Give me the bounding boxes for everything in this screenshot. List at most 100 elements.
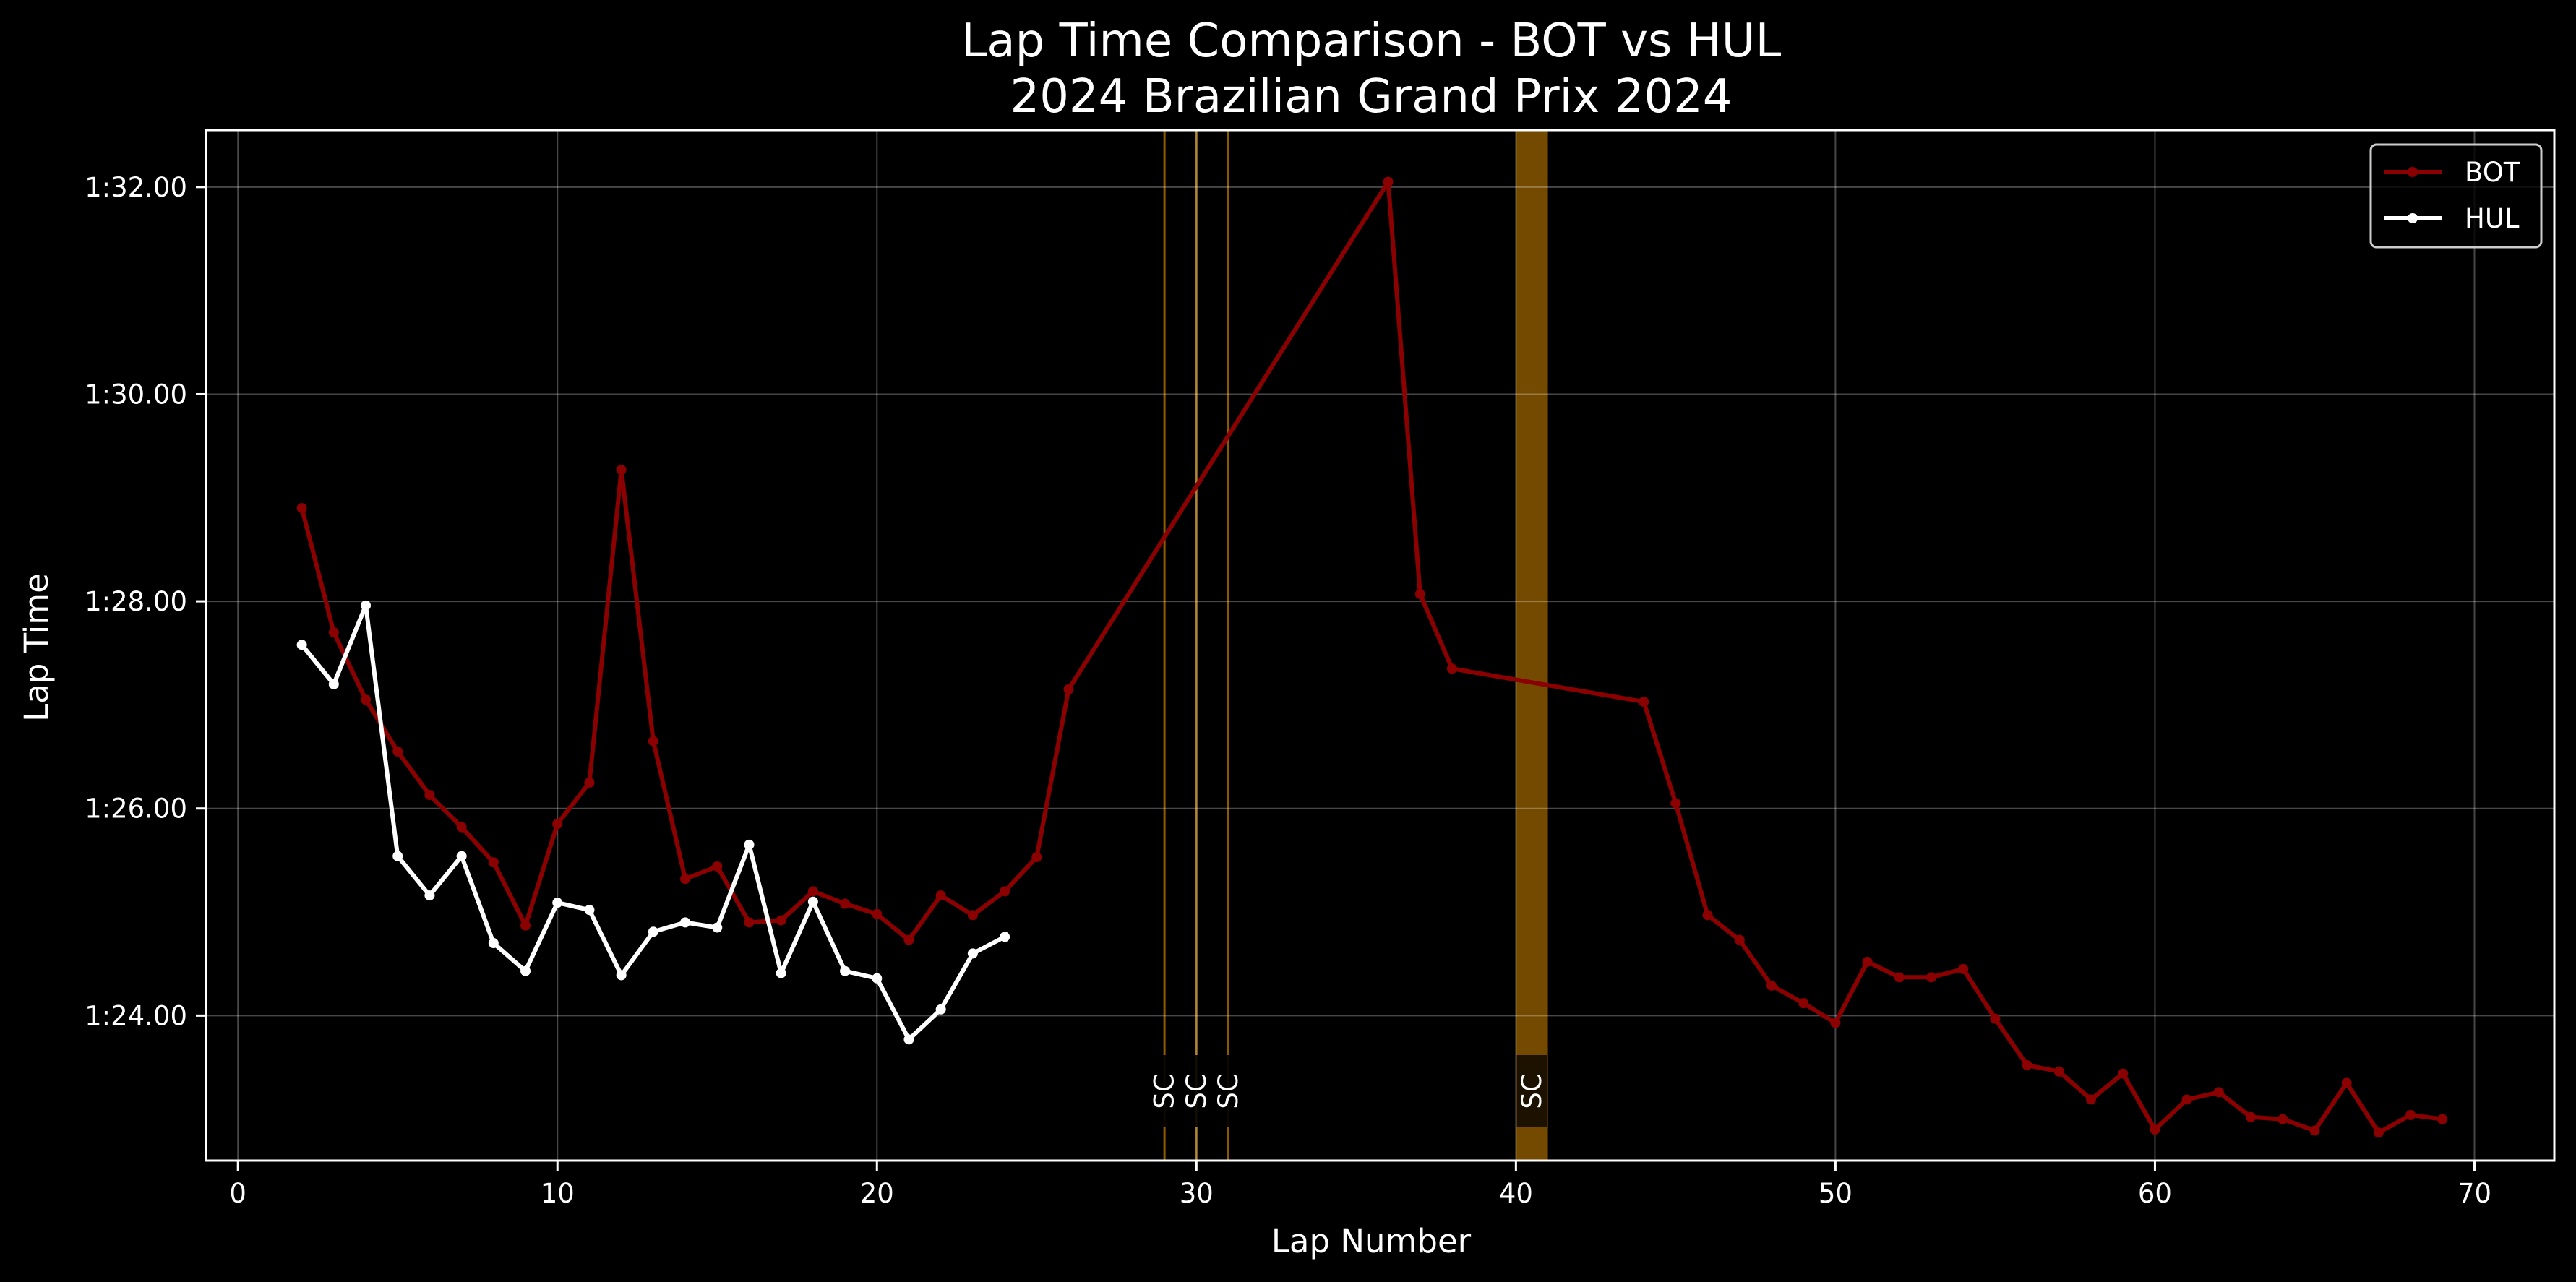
data-point-hul bbox=[552, 898, 563, 908]
data-point-bot bbox=[361, 694, 372, 705]
data-point-bot bbox=[2118, 1068, 2129, 1079]
safety-car-label-background bbox=[1516, 1055, 1547, 1127]
data-point-bot bbox=[1031, 852, 1042, 863]
safety-car-label: SC bbox=[1516, 1055, 1547, 1127]
x-axis-label: Lap Number bbox=[1271, 1222, 1472, 1260]
safety-car-label-background bbox=[1149, 1055, 1180, 1127]
data-point-bot bbox=[2341, 1077, 2352, 1088]
data-point-bot bbox=[807, 886, 818, 897]
x-tick-label: 70 bbox=[2457, 1178, 2491, 1209]
y-tick-label: 1:28.00 bbox=[85, 586, 187, 617]
data-point-bot bbox=[1830, 1018, 1841, 1028]
data-point-bot bbox=[1766, 980, 1777, 991]
data-point-bot bbox=[2246, 1111, 2257, 1122]
data-point-bot bbox=[872, 908, 883, 919]
data-point-bot bbox=[488, 857, 499, 868]
data-point-hul bbox=[488, 938, 499, 949]
data-point-bot bbox=[552, 819, 563, 830]
data-point-bot bbox=[680, 874, 691, 885]
y-tick-label: 1:32.00 bbox=[85, 172, 187, 203]
data-point-bot bbox=[1958, 963, 1969, 974]
data-point-hul bbox=[456, 851, 467, 861]
x-tick-label: 50 bbox=[1819, 1178, 1852, 1209]
data-point-hul bbox=[392, 851, 403, 861]
data-point-bot bbox=[2022, 1060, 2032, 1071]
data-point-hul bbox=[744, 839, 755, 850]
data-point-bot bbox=[935, 890, 946, 901]
data-point-bot bbox=[1670, 798, 1681, 809]
data-point-bot bbox=[776, 915, 786, 926]
safety-car-label-text: SC bbox=[1181, 1073, 1212, 1109]
legend-label-hul: HUL bbox=[2465, 203, 2520, 234]
data-point-bot bbox=[712, 861, 723, 872]
data-point-bot bbox=[1798, 998, 1809, 1009]
safety-car-label-background bbox=[1181, 1055, 1212, 1127]
data-point-hul bbox=[967, 948, 978, 959]
data-point-bot bbox=[2053, 1066, 2064, 1077]
data-point-bot bbox=[616, 465, 627, 476]
legend: BOT HUL bbox=[2369, 143, 2543, 249]
data-point-hul bbox=[1000, 932, 1010, 942]
data-point-hul bbox=[935, 1004, 946, 1015]
data-point-bot bbox=[328, 627, 339, 638]
data-point-bot bbox=[520, 920, 531, 931]
data-point-bot bbox=[840, 898, 851, 909]
safety-car-label: SC bbox=[1213, 1055, 1244, 1127]
safety-car-label-text: SC bbox=[1516, 1073, 1547, 1109]
chart-title: Lap Time Comparison - BOT vs HUL bbox=[961, 14, 1782, 68]
x-tick-label: 10 bbox=[541, 1178, 575, 1209]
data-point-bot bbox=[1926, 972, 1937, 983]
safety-car-label: SC bbox=[1181, 1055, 1212, 1127]
data-point-hul bbox=[361, 600, 372, 611]
axis-ticks: 0 10 20 30 40 50 60 70 1:24.00 1:26.00 1:28.00 1:30… bbox=[85, 129, 2556, 1209]
data-point-hul bbox=[840, 965, 851, 976]
safety-car-label-text: SC bbox=[1213, 1073, 1244, 1109]
data-point-bot bbox=[1702, 910, 1713, 921]
data-point-hul bbox=[520, 965, 531, 976]
data-point-bot bbox=[2277, 1114, 2288, 1124]
safety-car-label-text: SC bbox=[1149, 1073, 1180, 1109]
y-tick-label: 1:24.00 bbox=[85, 1000, 187, 1031]
data-point-bot bbox=[1734, 934, 1745, 945]
chart-subtitle: 2024 Brazilian Grand Prix 2024 bbox=[1010, 70, 1732, 124]
series-line-bot bbox=[299, 179, 2445, 1135]
data-point-bot bbox=[424, 790, 435, 801]
y-tick-label: 1:30.00 bbox=[85, 379, 187, 410]
data-point-hul bbox=[296, 640, 307, 650]
data-point-bot bbox=[2181, 1094, 2192, 1105]
data-point-hul bbox=[807, 896, 818, 907]
data-point-bot bbox=[2150, 1124, 2160, 1135]
data-point-bot bbox=[2213, 1087, 2224, 1098]
data-point-hul bbox=[712, 922, 723, 933]
data-point-hul bbox=[616, 970, 627, 981]
data-point-bot bbox=[2437, 1114, 2448, 1124]
data-point-bot bbox=[1639, 697, 1649, 707]
data-point-hul bbox=[776, 968, 786, 978]
data-point-bot bbox=[1063, 684, 1074, 694]
data-point-bot bbox=[1990, 1013, 2001, 1024]
safety-car-label: SC bbox=[1149, 1055, 1180, 1127]
x-tick-label: 30 bbox=[1180, 1178, 1214, 1209]
data-point-hul bbox=[584, 905, 595, 916]
data-point-bot bbox=[1383, 176, 1394, 187]
legend-marker-bot bbox=[2408, 167, 2418, 177]
y-tick-label: 1:26.00 bbox=[85, 793, 187, 825]
data-point-bot bbox=[392, 746, 403, 757]
data-point-hul bbox=[328, 679, 339, 689]
plot-area: SC SC SC SC bbox=[206, 130, 2554, 1161]
legend-marker-hul bbox=[2408, 213, 2418, 223]
data-point-hul bbox=[680, 917, 691, 928]
data-point-bot bbox=[296, 503, 307, 514]
data-point-bot bbox=[2309, 1125, 2320, 1136]
data-point-bot bbox=[1414, 589, 1425, 600]
data-point-bot bbox=[648, 736, 658, 747]
legend-label-bot: BOT bbox=[2465, 157, 2520, 188]
data-point-bot bbox=[1000, 886, 1010, 897]
data-point-bot bbox=[2405, 1109, 2416, 1120]
data-point-hul bbox=[424, 890, 435, 901]
data-point-bot bbox=[584, 777, 595, 788]
safety-car-label-background bbox=[1213, 1055, 1244, 1127]
x-tick-label: 60 bbox=[2138, 1178, 2172, 1209]
